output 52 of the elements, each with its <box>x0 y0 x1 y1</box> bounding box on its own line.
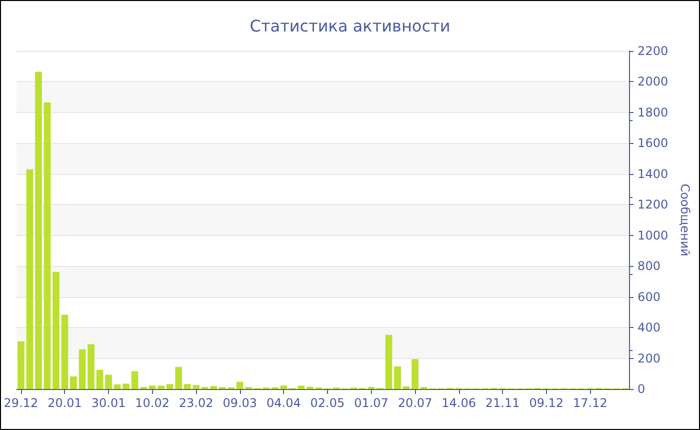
bar <box>148 386 156 389</box>
bar <box>175 366 182 389</box>
bar <box>385 334 392 389</box>
bar <box>412 359 418 389</box>
bar <box>35 72 42 389</box>
x-tick-label: 02.05 <box>310 396 345 410</box>
bar <box>105 374 112 389</box>
bar <box>70 376 77 389</box>
bar <box>122 384 130 389</box>
bar <box>298 386 305 389</box>
y-tick-label: 1800 <box>638 105 668 120</box>
y-tick-label: 1400 <box>638 166 668 181</box>
y-tick-label: 200 <box>638 351 660 366</box>
x-tick-label: 29.12 <box>4 396 38 410</box>
bar <box>78 349 86 389</box>
y-tick-label: 800 <box>638 259 660 274</box>
bar <box>402 386 410 389</box>
x-tick-label: 09.12 <box>529 396 564 410</box>
chart-title: Статистика активности <box>250 16 450 36</box>
y-tick-label: 2000 <box>638 74 668 89</box>
bar <box>96 370 104 389</box>
x-tick-label: 09.03 <box>222 396 258 410</box>
y-axis-title: Сообщений <box>678 184 692 256</box>
y-tick-label: 400 <box>638 320 660 335</box>
y-tick-label: 1000 <box>638 228 668 242</box>
x-tick-label: 01.07 <box>354 396 388 410</box>
y-tick-label: 1600 <box>638 136 668 150</box>
y-tick-label: 0 <box>638 382 646 396</box>
bar <box>61 314 68 389</box>
x-tick-label: 20.07 <box>398 396 432 410</box>
x-tick-label: 04.04 <box>266 396 301 410</box>
bar <box>52 272 60 389</box>
bar <box>18 341 24 389</box>
bar <box>26 169 34 389</box>
y-tick-label: 1200 <box>638 198 668 212</box>
bar <box>394 366 401 389</box>
x-tick-label: 20.01 <box>48 396 82 410</box>
bar <box>88 344 94 389</box>
x-tick-label: 17.12 <box>572 396 608 410</box>
x-tick-label: 23.02 <box>178 396 214 410</box>
x-tick-label: 10.02 <box>135 396 170 410</box>
bar <box>158 386 164 389</box>
bar <box>114 384 121 389</box>
bar <box>131 371 138 389</box>
bar <box>44 102 51 389</box>
y-tick-label: 600 <box>638 290 660 304</box>
bar <box>280 386 288 389</box>
x-tick-label: 30.01 <box>91 396 126 410</box>
x-tick-label: 14.06 <box>442 396 476 410</box>
bar <box>166 384 174 389</box>
x-tick-label: 21.11 <box>485 396 520 410</box>
y-tick-label: 2200 <box>638 44 668 58</box>
